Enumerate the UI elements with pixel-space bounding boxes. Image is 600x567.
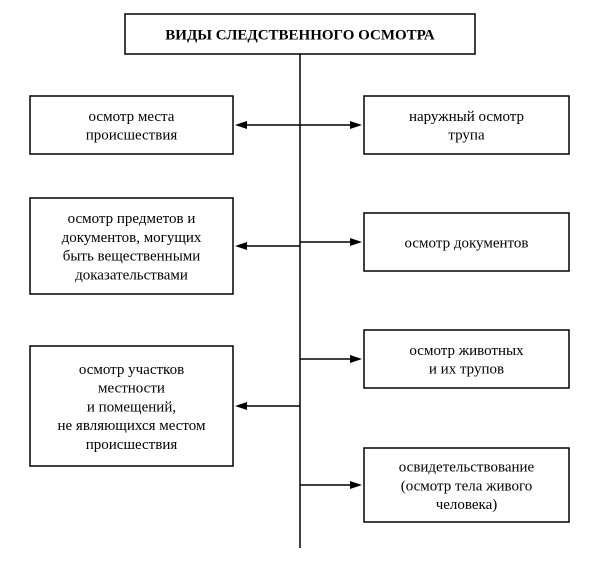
- arrowhead: [350, 355, 362, 363]
- node-box-R3: [364, 330, 569, 388]
- node-text-R2: осмотр документов: [405, 235, 529, 251]
- arrowhead: [235, 121, 247, 129]
- node-box-L1: [30, 96, 233, 154]
- node-box-R1: [364, 96, 569, 154]
- title-text: ВИДЫ СЛЕДСТВЕННОГО ОСМОТРА: [165, 27, 435, 43]
- arrowhead: [350, 121, 362, 129]
- arrowhead: [350, 238, 362, 246]
- arrowhead: [350, 481, 362, 489]
- arrowhead: [235, 242, 247, 250]
- arrowhead: [235, 402, 247, 410]
